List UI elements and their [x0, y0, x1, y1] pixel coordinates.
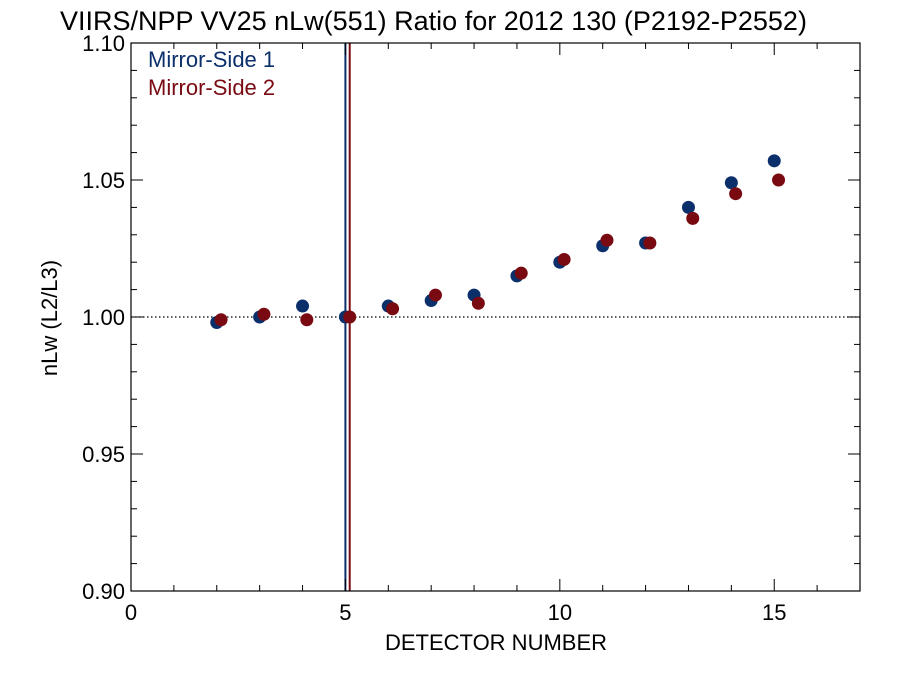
data-point-series-2	[729, 187, 743, 201]
y-tick-label: 1.05	[82, 168, 125, 193]
data-point-series-2	[686, 211, 700, 225]
y-tick-label: 1.00	[82, 305, 125, 330]
y-axis-label: nLw (L2/L3)	[37, 260, 62, 376]
data-point-series-2	[600, 233, 614, 247]
data-point-series-1	[724, 176, 738, 190]
axis-ticks	[130, 42, 861, 592]
data-point-series-1	[681, 200, 695, 214]
y-tick-label: 0.90	[82, 579, 125, 604]
data-point-series-1	[296, 299, 310, 313]
data-point-series-1	[767, 154, 781, 168]
chart-title: VIIRS/NPP VV25 nLw(551) Ratio for 2012 1…	[60, 6, 807, 36]
data-point-series-2	[386, 302, 400, 316]
x-tick-label: 0	[125, 600, 137, 625]
x-tick-label: 5	[339, 600, 351, 625]
data-point-series-2	[471, 296, 485, 310]
x-tick-label: 10	[548, 600, 572, 625]
x-axis-label: DETECTOR NUMBER	[385, 630, 607, 655]
y-tick-label: 0.95	[82, 442, 125, 467]
x-tick-label: 15	[762, 600, 786, 625]
data-point-series-2	[343, 310, 357, 324]
axis-tick-labels: 0 5 10 15 0.90 0.95 1.00 1.05 1.10	[82, 31, 786, 625]
legend-entry-1: Mirror-Side 1	[148, 47, 275, 72]
y-tick-label: 1.10	[82, 31, 125, 56]
data-points	[210, 154, 786, 329]
data-point-series-2	[428, 288, 442, 302]
data-point-series-2	[643, 236, 657, 250]
data-point-series-2	[514, 266, 528, 280]
data-point-series-2	[557, 252, 571, 266]
data-point-series-2	[300, 313, 314, 327]
data-point-series-2	[772, 173, 786, 187]
data-point-series-2	[214, 313, 228, 327]
data-point-series-2	[257, 307, 271, 321]
legend-entry-2: Mirror-Side 2	[148, 75, 275, 100]
legend: Mirror-Side 1 Mirror-Side 2	[148, 47, 275, 100]
